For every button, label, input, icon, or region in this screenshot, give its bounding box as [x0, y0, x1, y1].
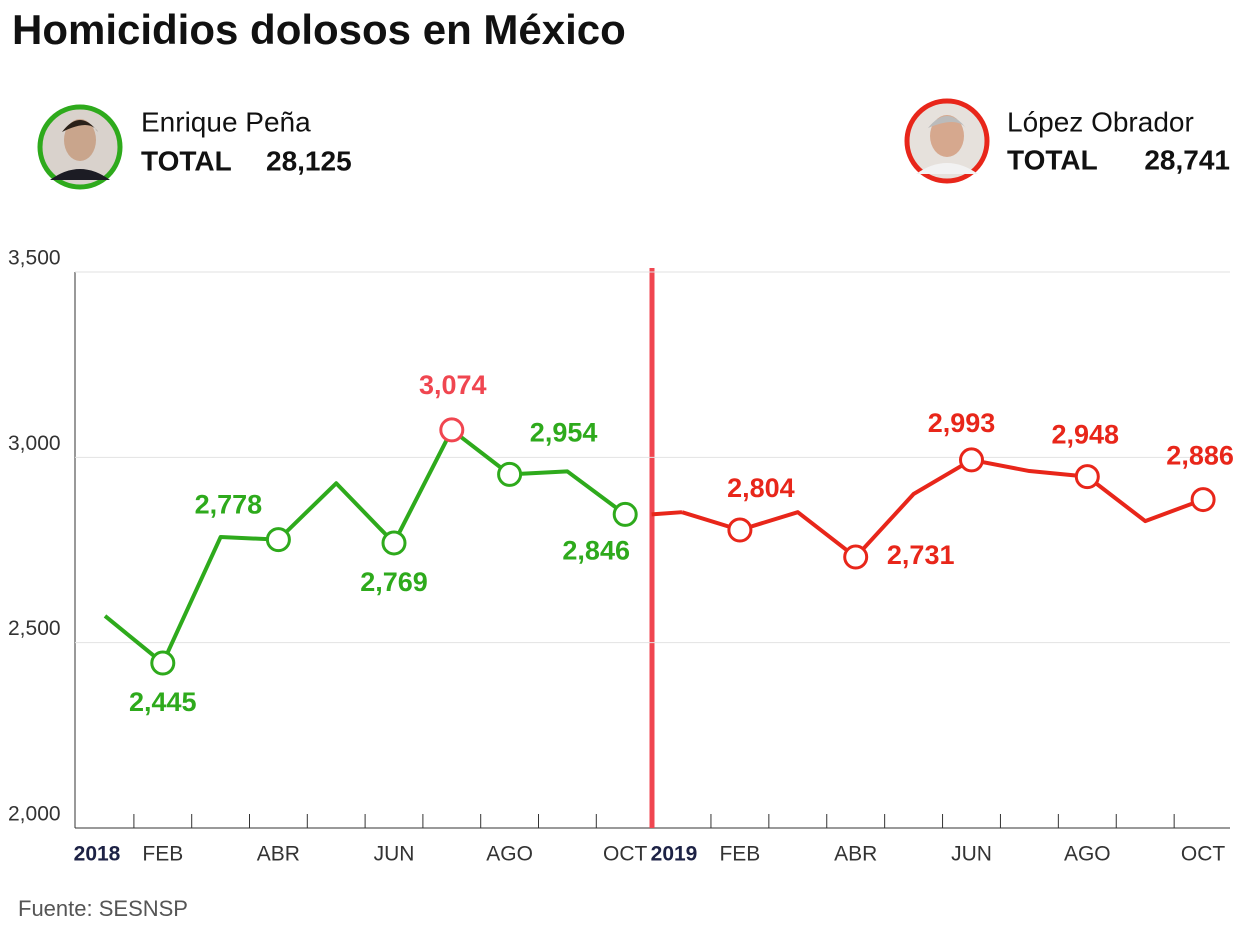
x-tick-label: JUN — [374, 843, 415, 866]
value-label: 2,846 — [562, 536, 630, 566]
point — [265, 527, 291, 553]
legend-total-caption: TOTAL — [1007, 144, 1098, 175]
photo-pena — [37, 104, 123, 190]
series-line — [681, 457, 1204, 560]
x-tick-label: OCT — [1181, 843, 1226, 866]
x-tick-label: ABR — [257, 843, 300, 866]
connector — [651, 510, 683, 517]
x-tick-label: ABR — [834, 843, 877, 866]
legend-name: López Obrador — [1007, 106, 1194, 137]
point — [959, 447, 984, 473]
point — [150, 650, 176, 676]
x-tick-label: FEB — [142, 843, 183, 866]
x-tick-label: JUN — [951, 843, 992, 866]
point — [1074, 464, 1100, 490]
value-label: 2,948 — [1052, 420, 1120, 450]
point — [381, 530, 407, 556]
y-tick-label: 2,500 — [8, 617, 61, 640]
source: Fuente: SESNSP — [18, 896, 188, 921]
y-tick-label: 2,000 — [8, 803, 61, 826]
chart-title: Homicidios dolosos en México — [12, 6, 626, 53]
legend-total-caption: TOTAL — [141, 145, 232, 176]
x-tick-label: AGO — [1064, 843, 1111, 866]
value-label: 3,074 — [419, 370, 487, 400]
series-line — [103, 427, 627, 666]
value-label: 2,804 — [727, 473, 795, 503]
x-tick-label: 2019 — [651, 843, 698, 866]
x-tick-label: OCT — [603, 843, 648, 866]
y-tick-label: 3,000 — [8, 432, 61, 455]
point — [439, 417, 465, 443]
legend-total: 28,741 — [1144, 144, 1230, 175]
x-tick-label: FEB — [719, 843, 760, 866]
value-label: 2,778 — [195, 490, 263, 520]
point — [843, 544, 869, 570]
photo-lopez — [904, 98, 990, 184]
legend-name: Enrique Peña — [141, 106, 311, 137]
value-label: 2,954 — [530, 418, 598, 448]
value-label: 2,731 — [887, 540, 955, 570]
point — [1190, 487, 1216, 513]
value-label: 2,445 — [129, 687, 197, 717]
value-label: 2,769 — [360, 567, 428, 597]
value-label: 2,993 — [928, 408, 996, 438]
point — [497, 461, 523, 487]
point — [612, 501, 638, 527]
x-tick-label: AGO — [486, 843, 533, 866]
x-tick-label: 2018 — [74, 843, 121, 866]
value-label: 2,886 — [1166, 441, 1234, 471]
legend-total: 28,125 — [266, 145, 352, 176]
y-tick-label: 3,500 — [8, 247, 61, 270]
point — [727, 517, 753, 543]
